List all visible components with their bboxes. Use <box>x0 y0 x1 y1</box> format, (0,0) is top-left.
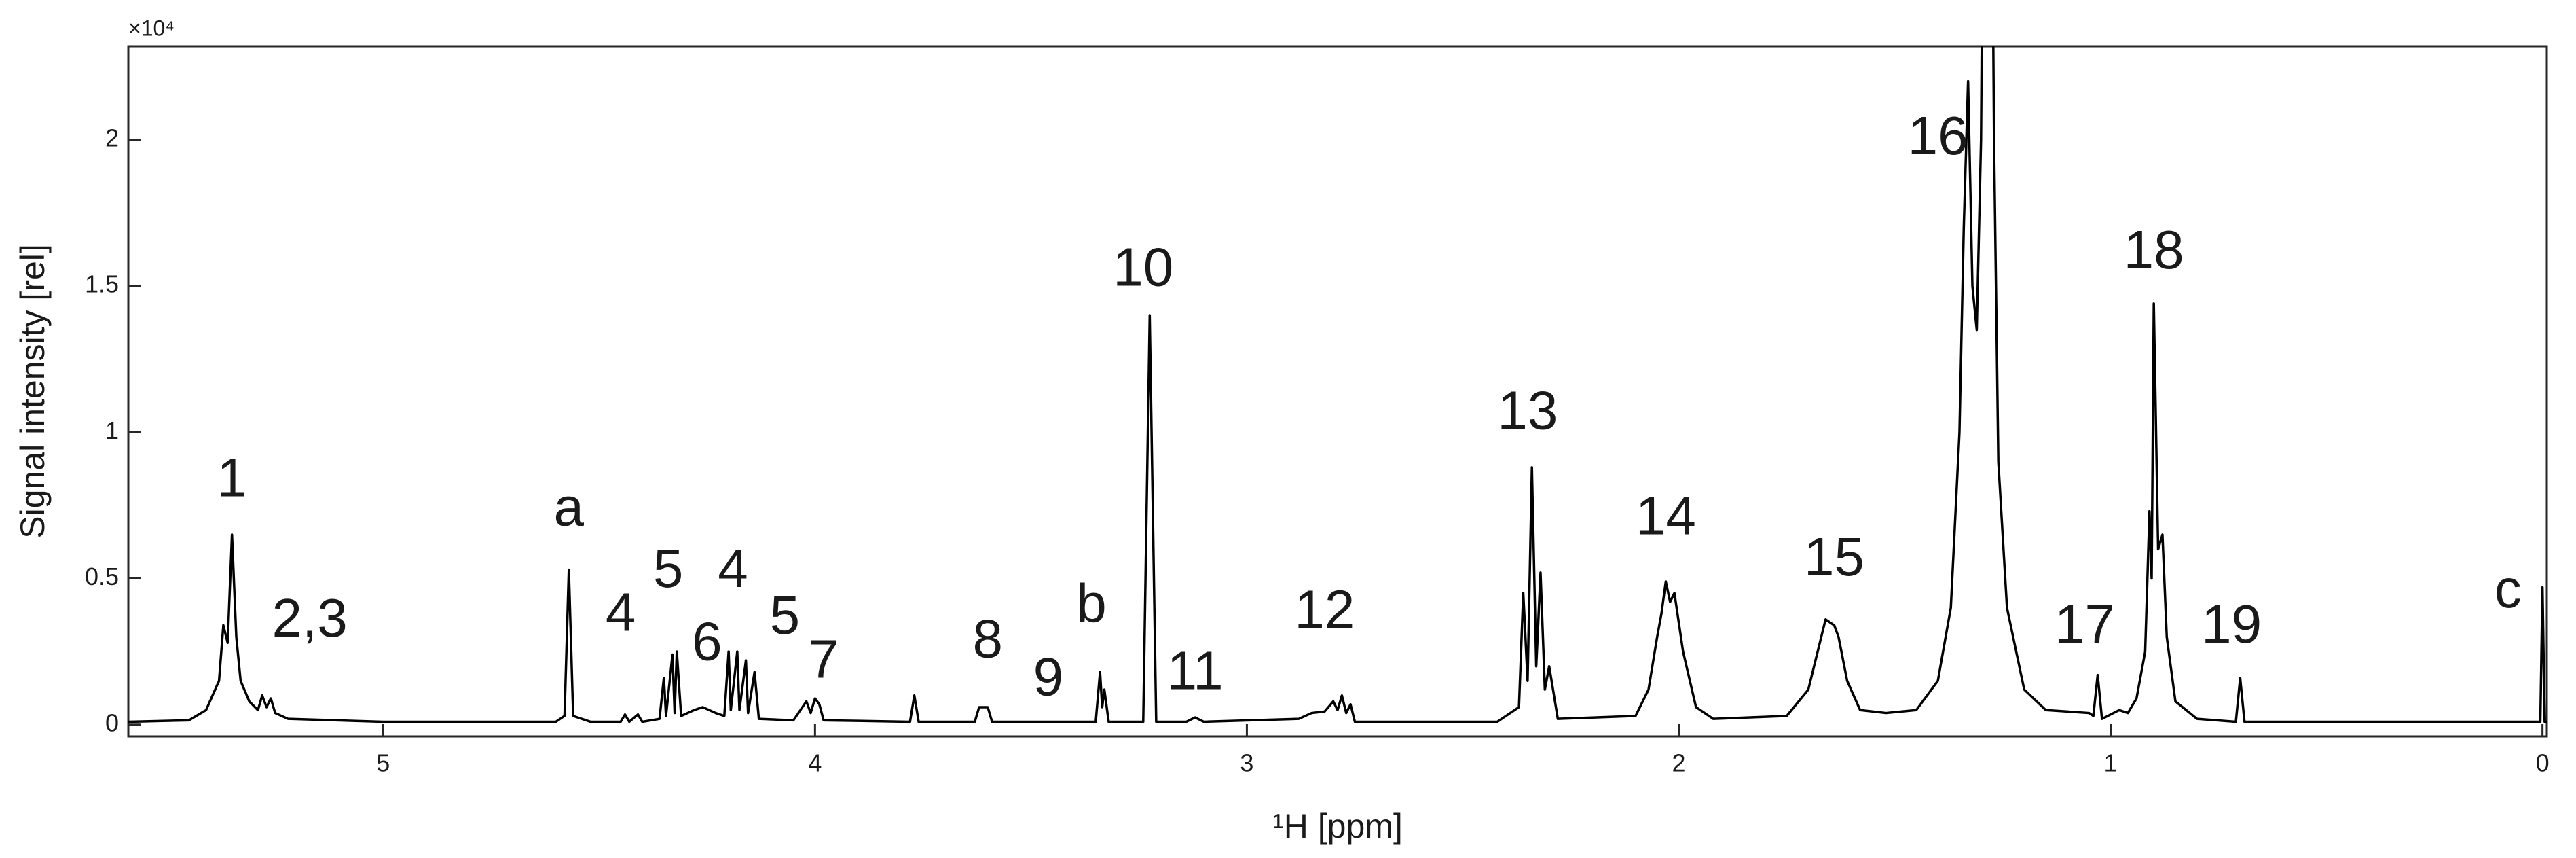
spectrum-line <box>128 46 2547 723</box>
y-tick-label: 1 <box>105 416 119 444</box>
y-axis-label: Signal intensity [rel] <box>14 244 52 539</box>
x-tick-label: 1 <box>2104 749 2118 777</box>
x-tick-label: 4 <box>808 749 822 777</box>
peak-annotation: 17 <box>2055 594 2115 654</box>
x-tick-label: 5 <box>376 749 390 777</box>
y-tick-label: 1.5 <box>85 270 119 298</box>
y-tick-label: 2 <box>105 124 119 151</box>
x-tick-label: 2 <box>1672 749 1685 777</box>
peak-annotation: 6 <box>692 611 722 672</box>
peak-annotation: 5 <box>653 538 684 598</box>
peak-annotation: a <box>554 477 585 537</box>
peak-annotation: 13 <box>1497 380 1558 441</box>
peak-annotation: 4 <box>606 582 636 643</box>
peak-annotation: 16 <box>1908 105 1968 166</box>
peak-annotation: 4 <box>718 538 748 598</box>
peak-annotation: 12 <box>1294 579 1355 639</box>
peak-annotation: 1 <box>217 448 247 508</box>
peak-annotation: 10 <box>1113 237 1173 298</box>
peak-annotation: 15 <box>1804 526 1864 587</box>
x-tick-label: 0 <box>2536 749 2550 777</box>
peak-annotation: 19 <box>2201 594 2262 654</box>
peak-annotation: 5 <box>770 585 801 645</box>
peak-annotation: 18 <box>2124 219 2184 280</box>
y-multiplier: ×10⁴ <box>128 16 174 40</box>
peak-annotation: b <box>1076 573 1107 634</box>
x-tick-label: 3 <box>1240 749 1253 777</box>
peak-annotation: 8 <box>973 608 1004 668</box>
peak-annotation: 14 <box>1636 486 1696 546</box>
y-tick-label: 0.5 <box>85 562 119 590</box>
peak-annotation: 7 <box>809 628 839 689</box>
y-tick-label: 0 <box>105 709 119 736</box>
peak-annotation: 2,3 <box>272 588 348 648</box>
peak-annotation: c <box>2495 558 2522 619</box>
plot-frame <box>127 45 2548 738</box>
peak-annotation: 11 <box>1167 641 1223 701</box>
plot-area <box>128 46 2547 723</box>
x-axis-label: ¹H [ppm] <box>1272 807 1403 845</box>
peak-annotation: 9 <box>1033 646 1064 707</box>
